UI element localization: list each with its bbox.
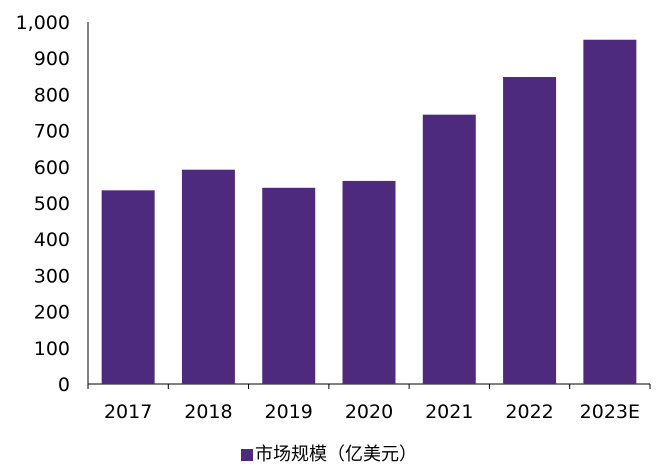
bar-2022 [503, 77, 557, 385]
bar-2019 [262, 187, 316, 384]
bar-2018 [181, 169, 235, 384]
y-tick-label: 100 [34, 338, 70, 360]
x-tick-label: 2021 [425, 401, 473, 423]
bar-2023E [583, 39, 637, 384]
x-tick-label: 2019 [265, 401, 313, 423]
y-tick-label: 1,000 [16, 12, 70, 34]
bar-2020 [342, 180, 396, 384]
x-tick-label: 2023E [580, 401, 640, 423]
legend: 市场规模（亿美元） [0, 440, 658, 466]
y-axis: 0 100 200 300 400 500 600 700 800 900 1,000 [16, 12, 89, 396]
y-tick-label: 200 [34, 302, 70, 324]
y-tick-label: 800 [34, 84, 70, 106]
x-tick-label: 2018 [184, 401, 232, 423]
y-tick-label: 0 [58, 374, 70, 396]
legend-label: 市场规模（亿美元） [255, 444, 417, 465]
x-tick-label: 2022 [505, 401, 553, 423]
y-tick-label: 900 [34, 48, 70, 70]
x-tick-label: 2017 [104, 401, 152, 423]
y-tick-label: 500 [34, 193, 70, 215]
x-axis: 2017 2018 2019 2020 2021 2022 2023E [87, 383, 651, 423]
y-tick-label: 300 [34, 265, 70, 287]
y-tick-label: 400 [34, 229, 70, 251]
y-tick-label: 600 [34, 157, 70, 179]
legend-swatch [241, 449, 253, 461]
y-tick-label: 700 [34, 121, 70, 143]
bar-2021 [422, 114, 476, 384]
bars-group [101, 39, 637, 385]
bar-2017 [101, 190, 155, 384]
x-tick-label: 2020 [345, 401, 393, 423]
